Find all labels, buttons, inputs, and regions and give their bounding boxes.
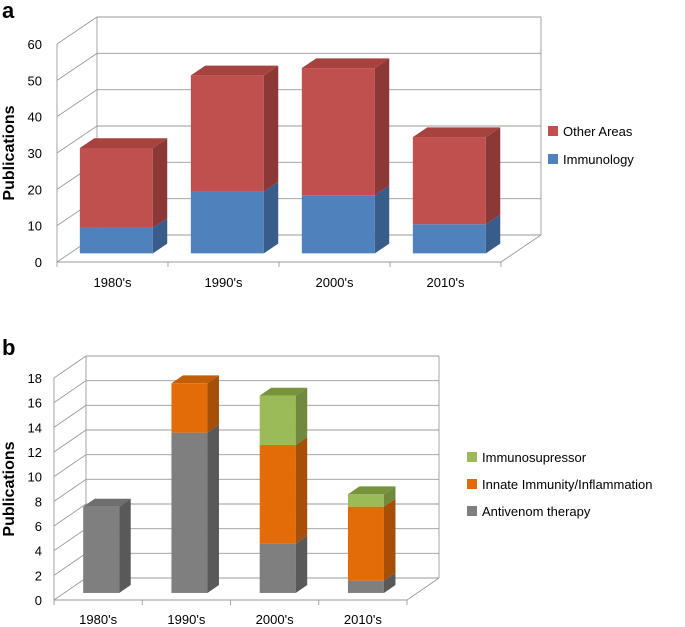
panel-a-bar-immunology-2010-s bbox=[412, 214, 501, 254]
panel-b-legend-label: Innate Immunity/Inflammation bbox=[482, 477, 653, 492]
panel-b-bar-innate-immunity-inflammation-2000-s bbox=[259, 437, 308, 544]
panel-b-legend: Immunosupressor Innate Immunity/Inflammat… bbox=[467, 450, 653, 519]
panel-b-ytick-label: 14 bbox=[28, 420, 42, 435]
panel-a-legend-item-immunology: Immunology bbox=[548, 152, 634, 167]
panel-b-letter: b bbox=[2, 335, 15, 360]
panel-b-bar-antivenom-therapy-1980-s bbox=[83, 498, 131, 593]
panel-a-category-label: 2010's bbox=[427, 275, 465, 290]
panel-a-legend: Other Areas Immunology bbox=[548, 124, 634, 167]
panel-a-legend-swatch bbox=[548, 154, 558, 164]
panel-b-ytick-label: 16 bbox=[28, 396, 42, 411]
panel-a-ytick-label: 50 bbox=[28, 73, 42, 88]
panel-a-legend-label: Immunology bbox=[563, 152, 634, 167]
panel-b-ytick-label: 2 bbox=[35, 568, 42, 583]
panel-b-bar-innate-immunity-inflammation-1990-s bbox=[171, 375, 219, 433]
panel-b-category-label: 2010's bbox=[344, 612, 382, 627]
panel-a-ytick-label: 30 bbox=[28, 146, 42, 161]
panel-a-ytick-label: 20 bbox=[28, 182, 42, 197]
panel-a-letter: a bbox=[2, 0, 15, 23]
panel-b-y-axis-label: Publications bbox=[1, 441, 18, 536]
panel-a-bar-other-areas-1980-s bbox=[79, 138, 168, 228]
panel-b-legend-label: Antivenom therapy bbox=[482, 504, 591, 519]
panel-a-y-axis-label: Publications bbox=[1, 105, 18, 200]
panel-a-legend-swatch bbox=[548, 126, 558, 136]
panel-b-legend-swatch bbox=[467, 506, 477, 516]
panel-b-legend-label: Immunosupressor bbox=[482, 450, 587, 465]
panel-b-ytick-label: 12 bbox=[28, 445, 42, 460]
panel-a-bar-immunology-1990-s bbox=[190, 181, 279, 254]
panel-b-legend-item-innate-immunity-inflammation: Innate Immunity/Inflammation bbox=[467, 477, 653, 492]
panel-b-bar-antivenom-therapy-2000-s bbox=[259, 535, 308, 593]
panel-b-legend-swatch bbox=[467, 479, 477, 489]
panel-a-chart: a 0 10 20 30 40 50 60 Publications 1980's 1990's 2… bbox=[1, 0, 634, 290]
panel-a-gridlines bbox=[56, 16, 542, 267]
panel-b-category-label: 1990's bbox=[167, 612, 205, 627]
panel-a-ytick-label: 60 bbox=[28, 37, 42, 52]
panel-b-chart: b 0 2 4 6 8 10 12 14 16 18 Publications 1980's 1990'… bbox=[1, 335, 653, 627]
panel-b-bar-immunosupressor-2000-s bbox=[259, 387, 308, 445]
panel-b-gridlines bbox=[53, 355, 440, 605]
panel-b-ytick-label: 4 bbox=[35, 544, 42, 559]
panel-a-ytick-label: 40 bbox=[28, 110, 42, 125]
panel-b-legend-swatch bbox=[467, 452, 477, 462]
panel-a-ytick-label: 10 bbox=[28, 219, 42, 234]
panel-b-legend-item-immunosupressor: Immunosupressor bbox=[467, 450, 587, 465]
panel-b-ytick-label: 18 bbox=[28, 371, 42, 386]
panel-a-category-label: 1990's bbox=[205, 275, 243, 290]
panel-a-category-label: 1980's bbox=[94, 275, 132, 290]
panel-b-ytick-label: 6 bbox=[35, 519, 42, 534]
panel-a-bar-immunology-2000-s bbox=[301, 185, 390, 254]
panel-b-bar-immunosupressor-2010-s bbox=[347, 486, 396, 507]
panel-a-bar-other-areas-2000-s bbox=[301, 58, 390, 196]
panel-b-bar-innate-immunity-inflammation-2010-s bbox=[347, 498, 396, 581]
panel-b-bar-antivenom-therapy-1990-s bbox=[171, 424, 219, 593]
panel-b-category-label: 1980's bbox=[79, 612, 117, 627]
panel-a-legend-label: Other Areas bbox=[563, 124, 633, 139]
panel-b-ytick-label: 8 bbox=[35, 494, 42, 509]
panel-a-category-label: 2000's bbox=[316, 275, 354, 290]
panel-b-category-label: 2000's bbox=[256, 612, 294, 627]
panel-b-legend-item-antivenom-therapy: Antivenom therapy bbox=[467, 504, 591, 519]
panel-b-bar-antivenom-therapy-2010-s bbox=[347, 572, 396, 593]
panel-a-ytick-label: 0 bbox=[35, 255, 42, 270]
panel-a-bar-other-areas-2010-s bbox=[412, 127, 501, 225]
panel-a-legend-item-other-areas: Other Areas bbox=[548, 124, 633, 139]
panel-a-bar-other-areas-1990-s bbox=[190, 65, 279, 192]
panel-b-ytick-label: 10 bbox=[28, 470, 42, 485]
panel-b-ytick-label: 0 bbox=[35, 593, 42, 608]
panel-a-bar-immunology-1980-s bbox=[79, 218, 168, 254]
